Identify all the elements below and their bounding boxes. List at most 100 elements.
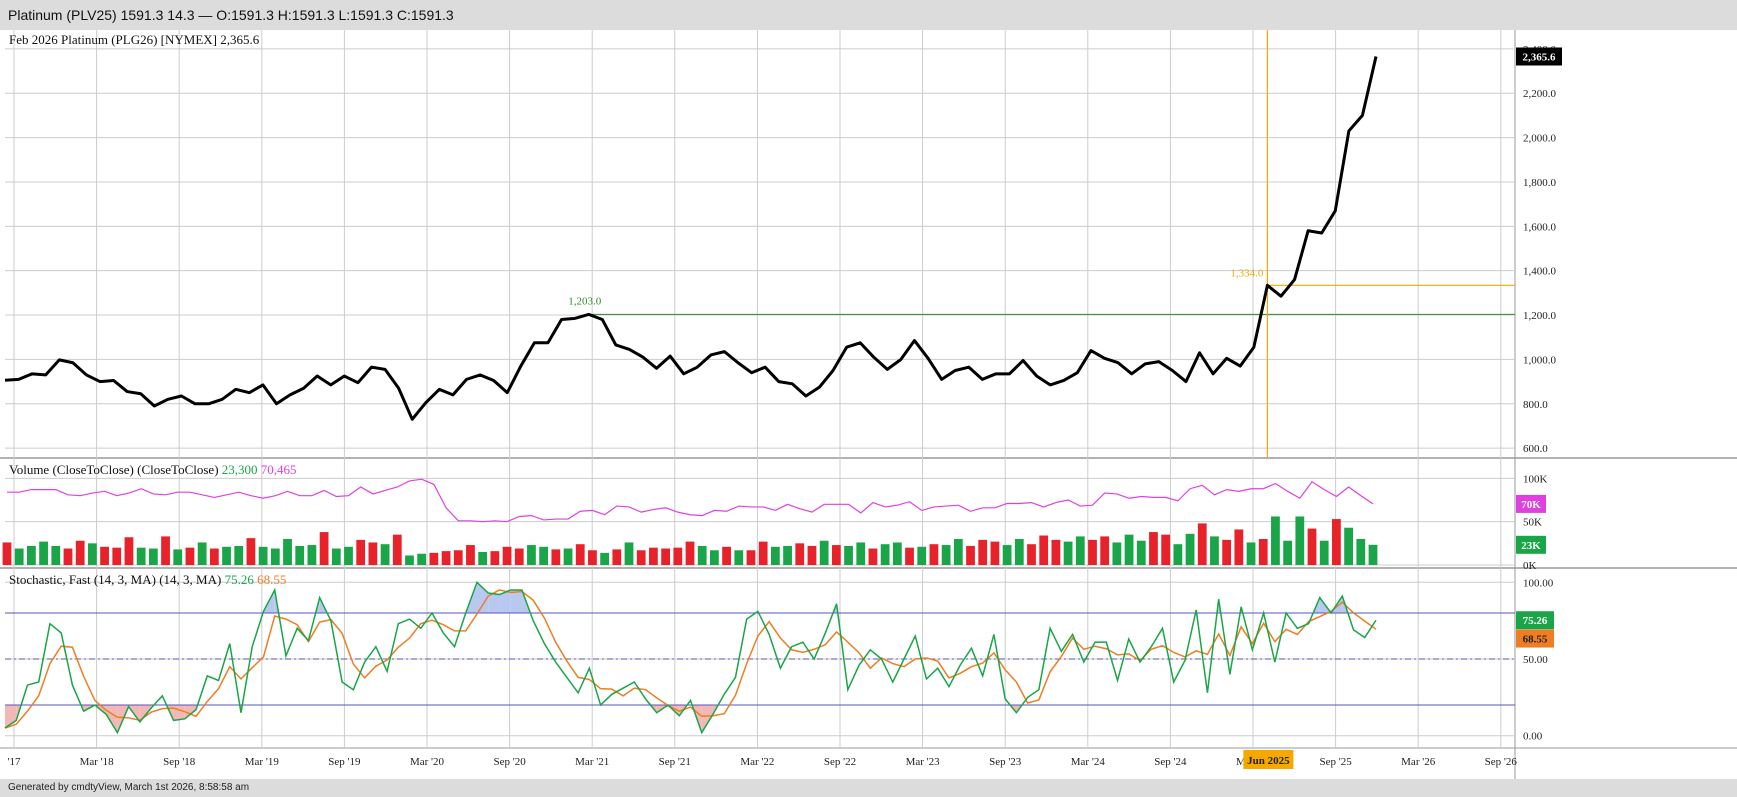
volume-bar: [1039, 535, 1049, 565]
crosshair-level-label: 1,334.0: [1230, 267, 1264, 279]
y-tick-label: 50K: [1523, 517, 1542, 529]
volume-bar: [209, 548, 219, 565]
volume-ma-legend-value: 70,465: [261, 462, 297, 477]
volume-bar: [246, 538, 256, 565]
volume-bar: [1014, 539, 1024, 565]
volume-bar: [1295, 516, 1305, 565]
volume-bar: [1307, 528, 1317, 565]
volume-bar: [197, 542, 207, 565]
volume-bar: [941, 545, 951, 565]
x-tick-label: Sep '22: [824, 756, 856, 768]
volume-bar: [758, 541, 768, 565]
volume-bar: [112, 547, 122, 565]
x-tick-label: '17: [8, 756, 21, 768]
volume-bar: [1161, 534, 1171, 565]
stochastic-d-value-label: 68.55: [1523, 634, 1548, 646]
volume-bar: [636, 550, 646, 565]
y-tick-label: 1,200.0: [1523, 310, 1557, 322]
stochastic-d-badge: [1516, 629, 1554, 648]
volume-bar: [124, 537, 134, 565]
generated-by-footer: Generated by cmdtyView, March 1st 2026, …: [0, 779, 1737, 797]
volume-bar: [1173, 544, 1183, 565]
oversold-fill: [701, 705, 713, 733]
volume-bar: [710, 550, 719, 565]
price-pane-title: Feb 2026 Platinum (PLG26) [NYMEX] 2,365.…: [9, 32, 260, 47]
volume-bar: [39, 541, 48, 565]
volume-bar: [453, 550, 463, 565]
stochastic-k-legend-value: 75.26: [225, 572, 258, 587]
volume-bar: [844, 545, 853, 565]
volume-bar: [283, 539, 292, 565]
stochastic-k-line: [4, 580, 1377, 735]
volume-bar: [807, 545, 817, 565]
x-tick-label: Sep '18: [163, 756, 196, 768]
volume-title-text: Volume (CloseToClose) (CloseToClose): [9, 462, 222, 477]
volume-bar: [502, 546, 512, 565]
volume-bar: [1271, 516, 1280, 565]
volume-bar: [929, 544, 939, 565]
y-tick-label: 1,000.0: [1523, 354, 1557, 366]
y-tick-label: 1,600.0: [1523, 221, 1557, 233]
volume-bar: [892, 542, 902, 565]
volume-bar: [1197, 523, 1207, 565]
volume-bar: [649, 547, 658, 565]
volume-bar: [722, 546, 731, 565]
volume-ma-badge: [1516, 494, 1546, 513]
chart-canvas[interactable]: '17 Mar '18 Sep '18 Mar '19 Sep '19 Mar '20 Se…: [0, 30, 1737, 779]
volume-bar: [575, 544, 585, 565]
volume-value-label: 23K: [1521, 540, 1541, 552]
volume-bar: [185, 547, 195, 565]
y-tick-label: 1,400.0: [1523, 266, 1557, 278]
volume-bar: [1246, 542, 1256, 565]
volume-bar: [990, 541, 1000, 565]
stochastic-k-value-label: 75.26: [1523, 615, 1548, 627]
crosshair-date-badge: [1243, 750, 1294, 769]
volume-bar: [136, 547, 146, 565]
oversold-fill: [184, 705, 197, 719]
volume-bar: [392, 534, 402, 565]
volume-bar: [429, 552, 439, 565]
symbol-quote-bar: Platinum (PLV25) 1591.3 14.3 — O:1591.3 …: [0, 0, 1737, 30]
volume-bar: [1051, 539, 1061, 565]
volume-bar: [307, 545, 317, 565]
volume-bar: [685, 541, 695, 565]
volume-bar: [905, 547, 914, 565]
volume-bar: [356, 539, 366, 565]
volume-bar: [1234, 529, 1244, 565]
y-tick-label: 800.0: [1523, 399, 1548, 411]
y-tick-label: 100.00: [1523, 577, 1554, 589]
x-tick-label: Sep '19: [328, 756, 361, 768]
overbought-fill: [499, 589, 511, 613]
volume-bar: [270, 548, 280, 565]
volume-bar: [1344, 527, 1353, 565]
volume-bar: [258, 546, 268, 565]
volume-bar: [344, 546, 353, 565]
volume-bar: [63, 548, 73, 565]
volume-bar: [953, 539, 963, 565]
volume-bar: [319, 532, 329, 565]
volume-bar: [1185, 533, 1195, 565]
level-label: 1,203.0: [568, 295, 602, 307]
volume-bar: [380, 544, 390, 565]
x-tick-label: Mar '22: [740, 756, 774, 768]
volume-bar: [1136, 540, 1146, 565]
last-price-badge: [1516, 47, 1562, 66]
volume-bar: [1027, 544, 1036, 565]
overbought-fill: [510, 589, 522, 613]
y-tick-label: 50.00: [1523, 654, 1548, 666]
volume-bar: [539, 546, 549, 565]
volume-bar: [1222, 539, 1232, 565]
y-tick-label: 0K: [1523, 560, 1537, 572]
volume-bar: [161, 536, 170, 565]
volume-bar: [14, 548, 24, 565]
y-tick-label: 0.00: [1523, 731, 1543, 743]
volume-bar: [27, 545, 36, 565]
chart-background: [0, 30, 1737, 779]
crosshair-date-label: Jun 2025: [1247, 755, 1290, 767]
x-tick-label: Mar '21: [575, 756, 609, 768]
volume-bar: [100, 546, 109, 565]
volume-bar: [588, 550, 597, 565]
volume-bar: [600, 552, 610, 565]
volume-bar: [148, 548, 158, 565]
